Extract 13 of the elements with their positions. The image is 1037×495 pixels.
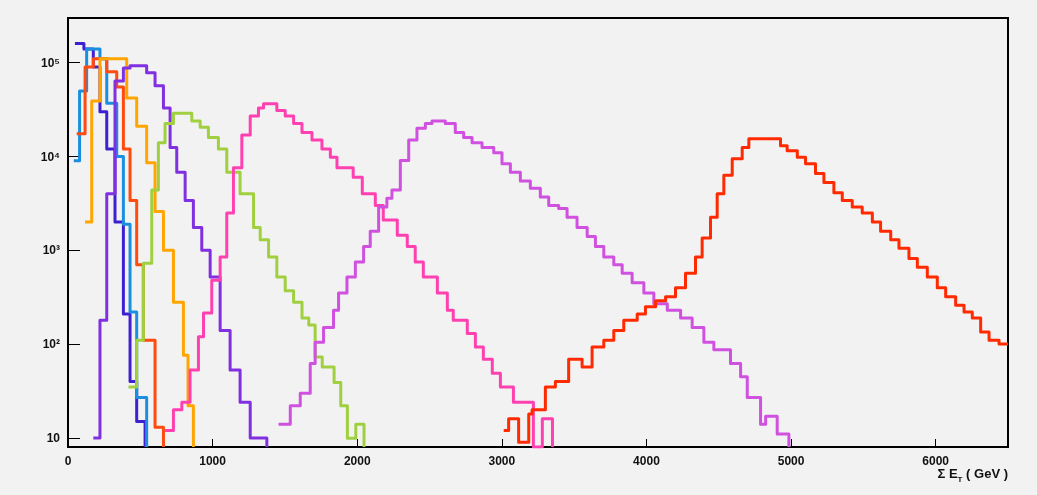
y-tick-label: 10⁴	[40, 149, 61, 164]
y-tick-label: 10⁵	[41, 55, 60, 70]
x-tick-label: 1000	[199, 454, 227, 468]
x-tick-label: 2000	[343, 454, 371, 468]
y-tick-label: 10³	[42, 243, 60, 258]
y-tick-label: 10	[46, 430, 61, 445]
x-tick-label: 6000	[922, 454, 950, 468]
x-tick-label: 3000	[488, 454, 516, 468]
y-tick-label: 10²	[42, 337, 60, 352]
x-tick-label: 0	[64, 454, 72, 468]
x-tick-label: 4000	[633, 454, 661, 468]
x-axis-title: Σ E$_{T}$ ( GeV )	[937, 466, 1008, 484]
x-tick-label: 5000	[777, 454, 805, 468]
